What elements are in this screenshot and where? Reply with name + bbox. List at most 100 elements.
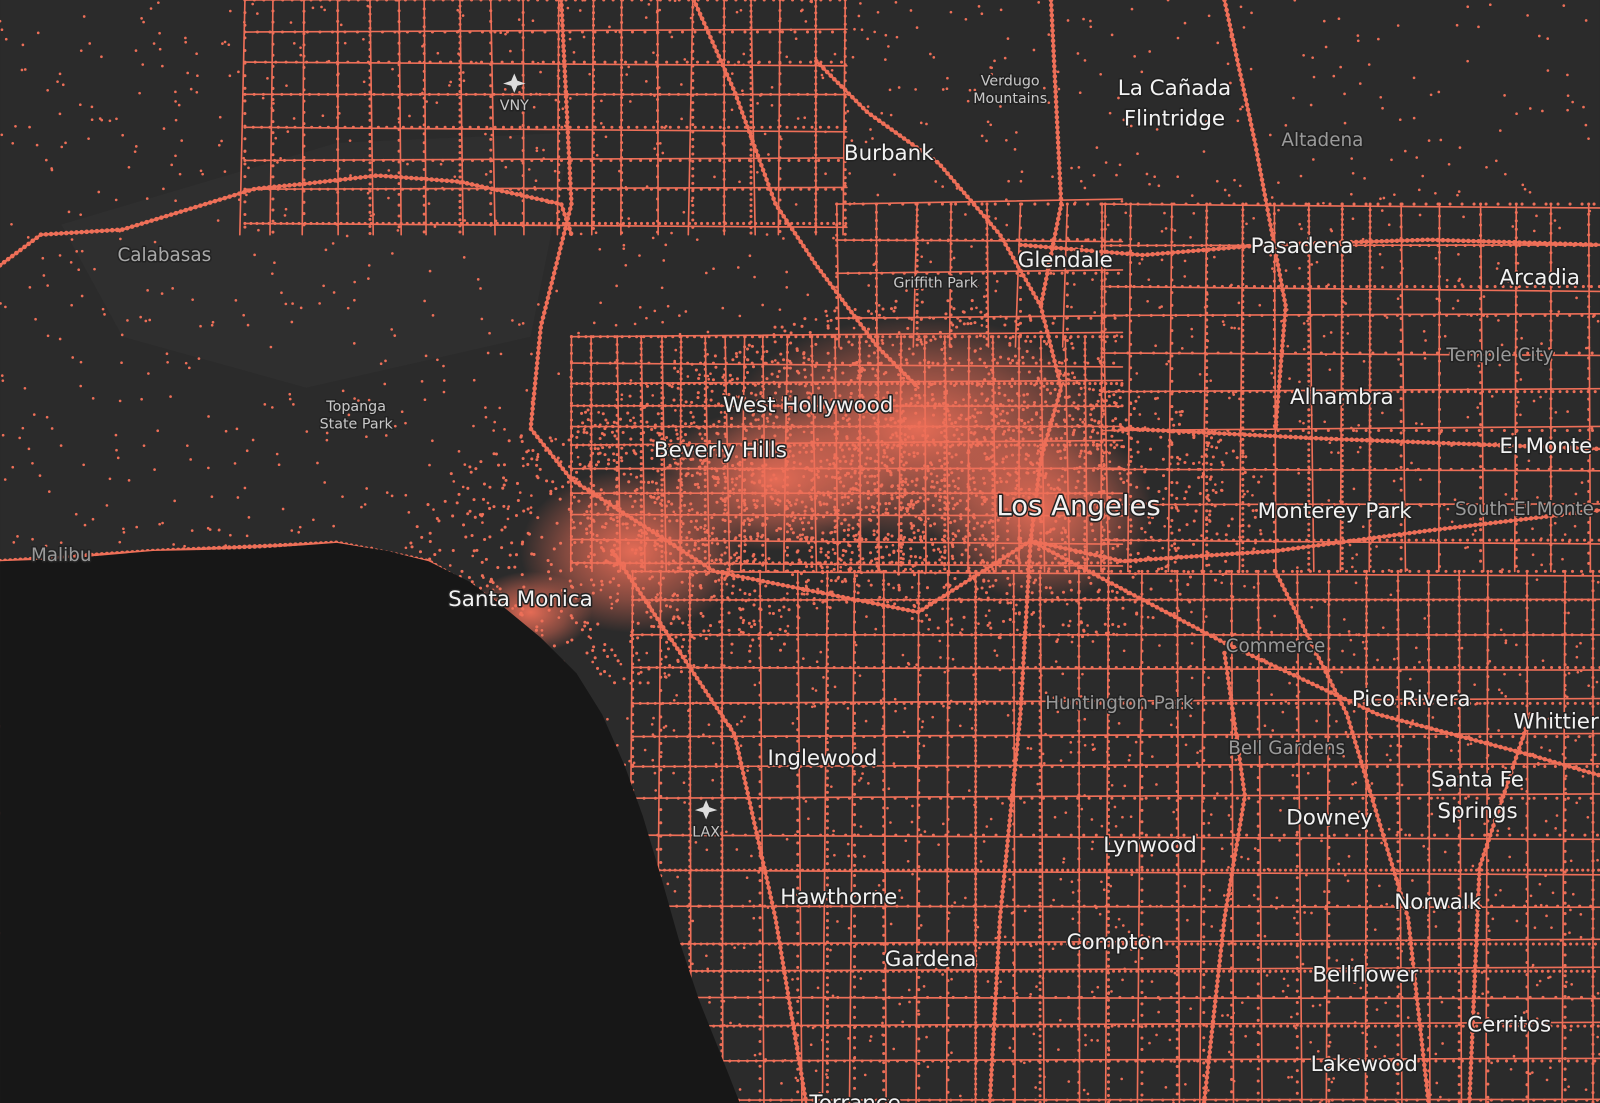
dot	[613, 467, 617, 471]
dot	[864, 719, 868, 723]
dot	[146, 288, 149, 292]
road	[821, 570, 829, 1103]
dot	[1240, 1001, 1244, 1004]
dot	[608, 674, 612, 678]
road	[1273, 569, 1431, 1103]
dot	[327, 59, 331, 63]
dot	[78, 103, 82, 107]
dot	[1059, 759, 1063, 762]
dot	[496, 189, 499, 192]
dot	[782, 642, 786, 646]
dot	[1458, 146, 1462, 149]
dot	[829, 318, 833, 322]
dot	[1544, 874, 1547, 878]
dot	[1504, 766, 1507, 770]
dot	[0, 19, 2, 23]
dot	[535, 149, 539, 153]
dot	[165, 352, 169, 356]
dot	[1127, 930, 1131, 934]
dot	[767, 604, 772, 608]
dot	[553, 169, 557, 173]
dot	[457, 29, 460, 33]
dot	[639, 670, 643, 674]
dot	[174, 90, 177, 94]
dot	[1070, 880, 1074, 884]
dot	[481, 512, 485, 516]
dot	[620, 446, 624, 450]
dot	[1232, 1079, 1236, 1083]
dot	[1518, 673, 1522, 676]
dot	[1511, 432, 1514, 436]
dot	[587, 635, 591, 638]
dot	[60, 145, 64, 149]
dot	[557, 372, 560, 376]
dot	[1355, 429, 1358, 433]
dot	[256, 12, 259, 15]
dot	[134, 145, 138, 148]
dot	[1539, 903, 1543, 907]
dot	[1062, 348, 1066, 352]
dot	[1335, 719, 1338, 723]
dot	[911, 872, 914, 876]
dot	[564, 124, 567, 128]
dot	[1288, 377, 1291, 380]
dot	[1113, 401, 1117, 405]
dot	[332, 291, 336, 294]
dot	[1327, 499, 1331, 502]
dot	[601, 412, 605, 416]
dot	[735, 848, 739, 851]
dot	[1282, 977, 1286, 981]
dot	[1026, 746, 1030, 750]
dot	[1498, 129, 1502, 132]
dot	[785, 286, 789, 289]
dot	[1403, 149, 1407, 153]
dot	[1286, 984, 1290, 988]
dot	[994, 289, 998, 293]
dot	[1175, 481, 1179, 485]
dot	[1252, 893, 1256, 897]
dot	[1443, 850, 1447, 854]
dot	[1557, 310, 1561, 313]
dot	[721, 142, 725, 145]
dot	[662, 726, 666, 729]
dot	[999, 8, 1003, 12]
dot	[1140, 465, 1143, 468]
dot	[1065, 602, 1069, 606]
dot	[629, 379, 633, 382]
dot	[1232, 393, 1236, 396]
dot	[1107, 394, 1111, 398]
dot	[1437, 90, 1441, 94]
dot	[612, 681, 617, 685]
dot	[1290, 1015, 1293, 1019]
dot	[77, 268, 81, 272]
dot	[645, 402, 649, 406]
dot	[1575, 504, 1579, 508]
dot	[826, 319, 830, 323]
dot	[1109, 884, 1113, 888]
dot	[1423, 357, 1427, 360]
dot	[1439, 138, 1443, 142]
dot	[786, 624, 790, 628]
dot	[771, 611, 775, 616]
dot	[1238, 184, 1242, 188]
dot	[964, 896, 967, 900]
dot	[1130, 873, 1134, 877]
dot	[452, 480, 456, 483]
dot	[730, 72, 734, 75]
dot	[518, 491, 522, 494]
dot	[1301, 962, 1305, 966]
dot	[1351, 556, 1354, 560]
dot	[1294, 1026, 1298, 1030]
dot	[1196, 751, 1199, 754]
dot	[783, 629, 787, 633]
dot	[645, 316, 648, 320]
dot	[1210, 445, 1214, 449]
dot	[694, 841, 698, 844]
dot	[1299, 174, 1303, 178]
dot	[1345, 712, 1349, 715]
dot	[290, 529, 294, 532]
dot	[1157, 184, 1161, 188]
dot	[638, 254, 641, 257]
dot	[235, 427, 239, 431]
dot	[462, 79, 466, 83]
